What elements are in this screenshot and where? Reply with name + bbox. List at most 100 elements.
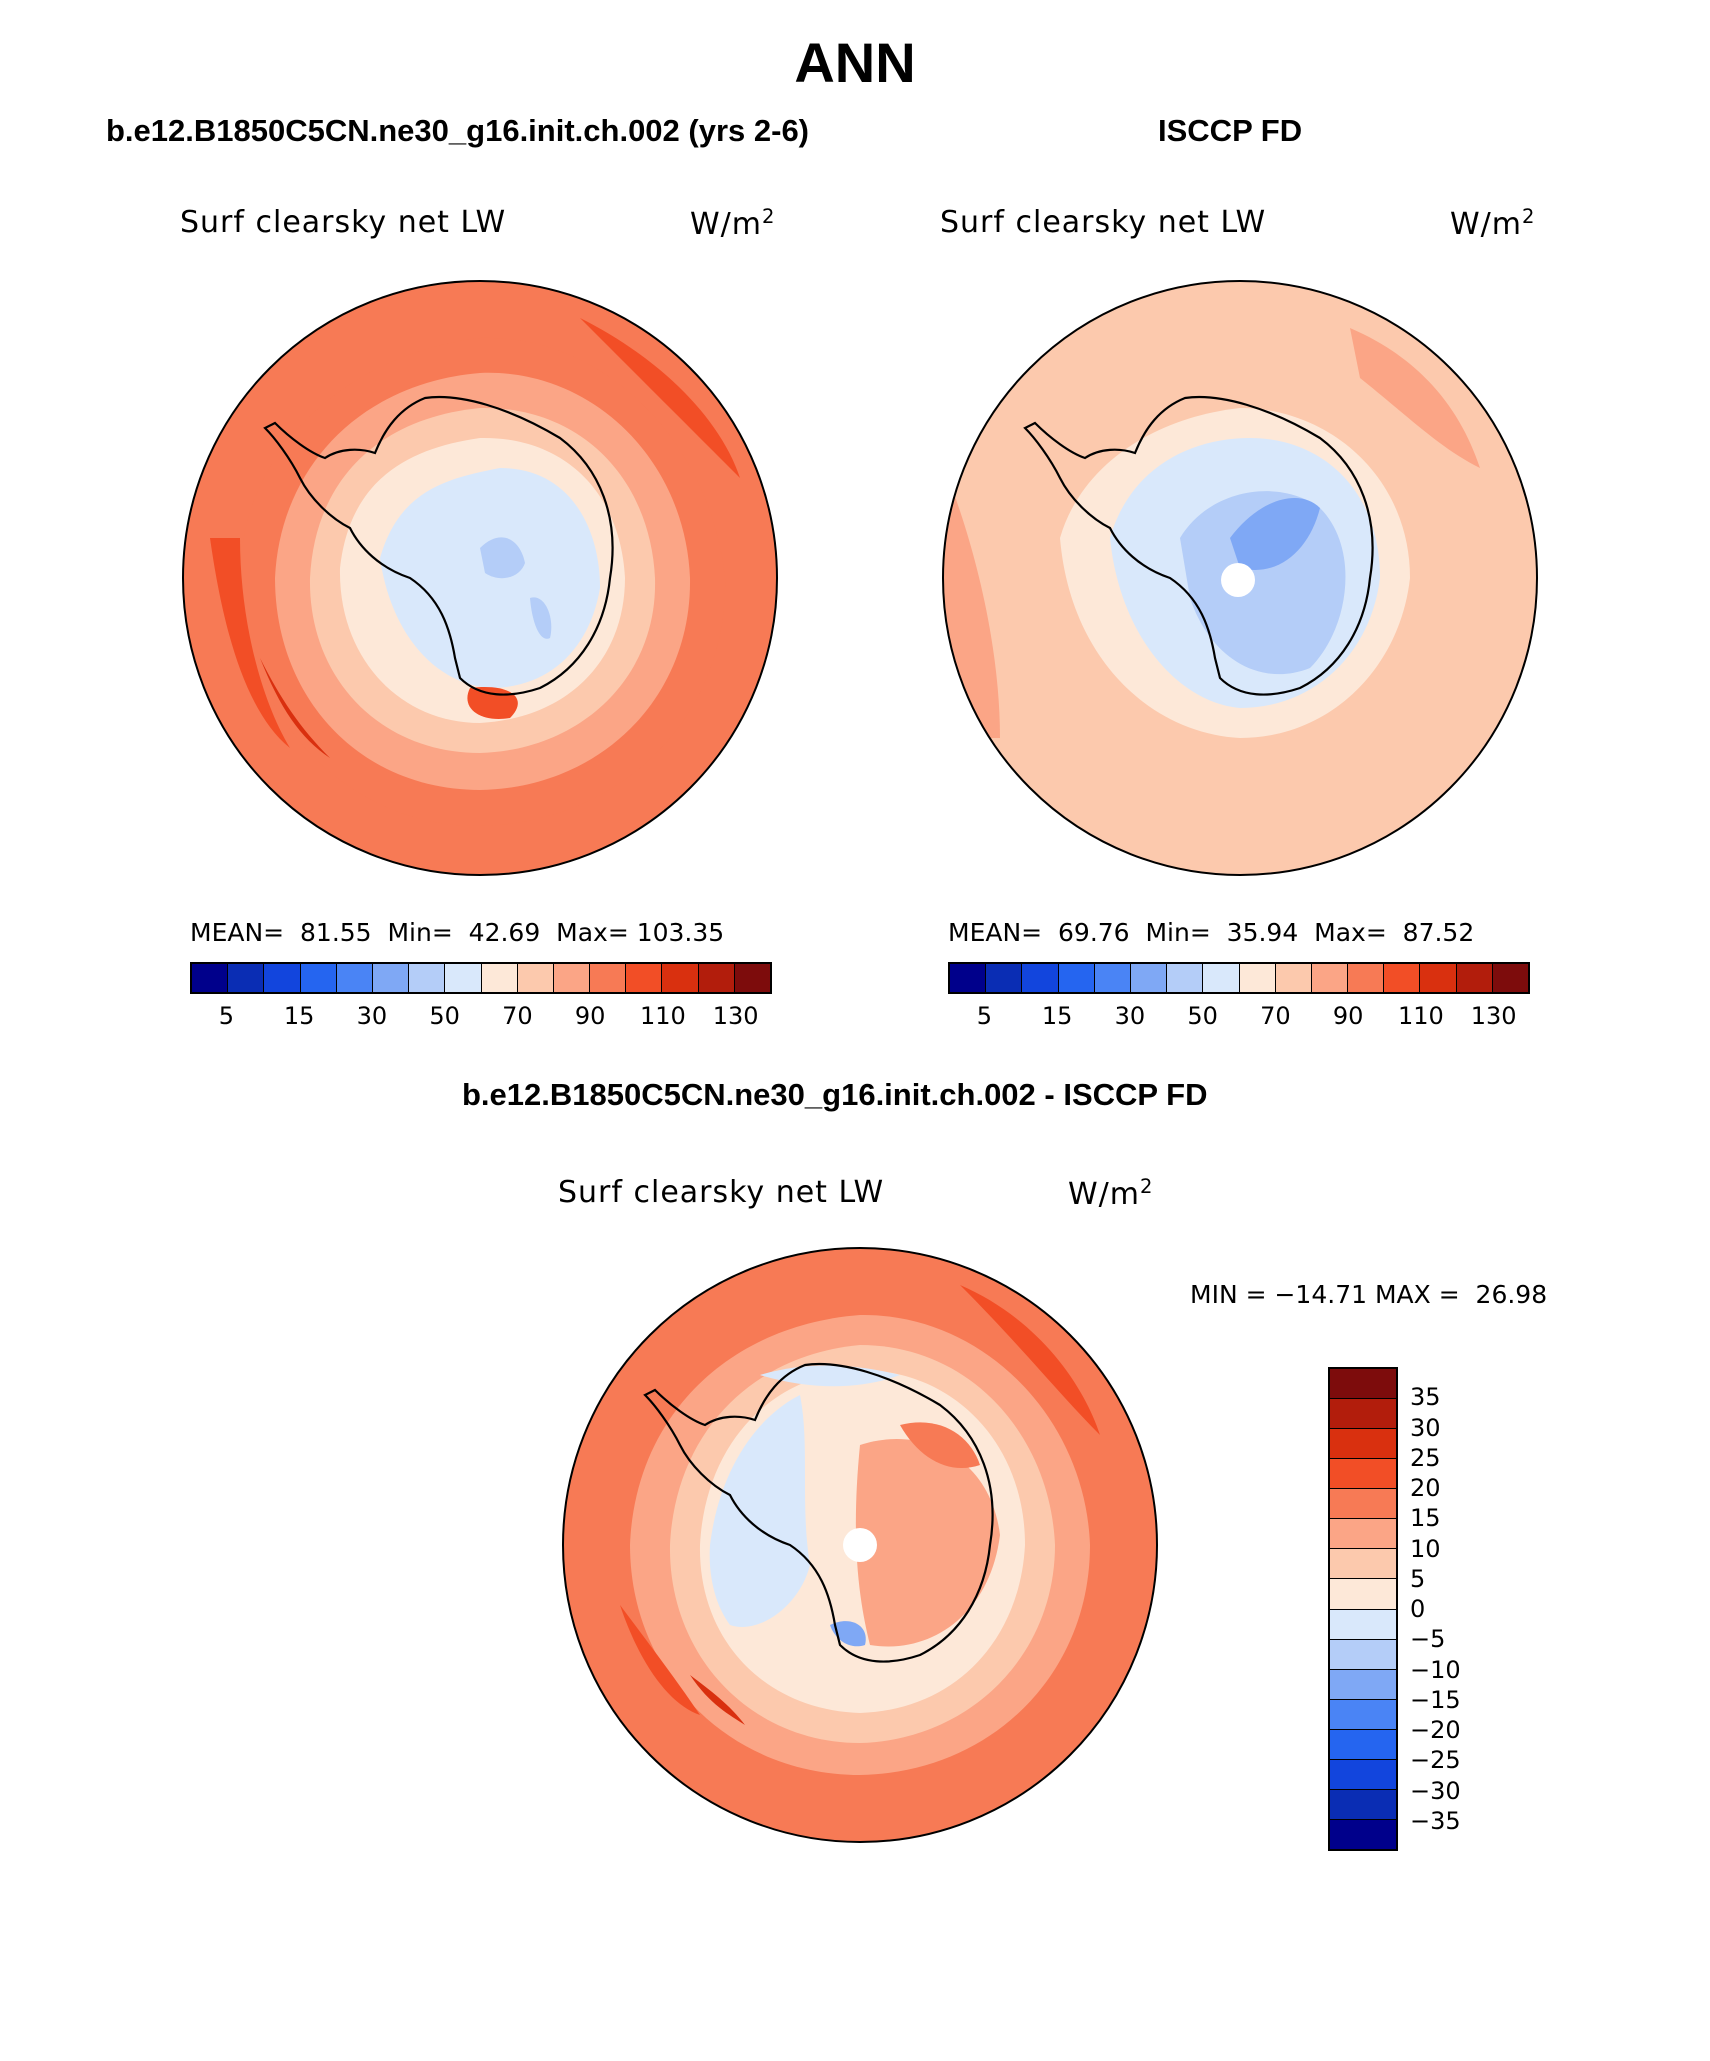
diff-colorbar-cell [1330,1699,1396,1730]
obs-colorbar-cell [1058,964,1095,992]
diff-colorbar-cell [1330,1549,1396,1580]
diff-polar-map [562,1247,1158,1843]
model-colorbar-cell [228,964,265,992]
obs-units-label: W/m2 [1450,205,1536,242]
model-colorbar-cell [264,964,301,992]
obs-colorbar-cell [1456,964,1493,992]
diff-colorbar-tick-label: −5 [1410,1625,1446,1654]
diff-colorbar [1328,1367,1398,1851]
model-variable-label: Surf clearsky net LW [180,205,507,240]
diff-colorbar-tick-label: 30 [1410,1413,1441,1442]
model-colorbar-cell [481,964,518,992]
diff-colorbar-cell [1330,1669,1396,1700]
diff-colorbar-tick-label: −10 [1410,1655,1461,1684]
model-colorbar-cell [662,964,699,992]
diff-colorbar-tick-label: 25 [1410,1443,1441,1472]
diff-stats: MIN = −14.71 MAX = 26.98 [1190,1280,1548,1309]
obs-stats: MEAN= 69.76 Min= 35.94 Max= 87.52 [948,918,1475,947]
obs-colorbar-cell [1203,964,1240,992]
obs-colorbar-cell [1348,964,1385,992]
diff-colorbar-cell [1330,1639,1396,1670]
diff-variable-label: Surf clearsky net LW [558,1175,885,1210]
diff-colorbar-tick-label: 35 [1410,1383,1441,1412]
model-colorbar-tick-label: 5 [218,1002,235,1030]
obs-variable-label: Surf clearsky net LW [940,205,1267,240]
obs-colorbar-tick-label: 30 [1114,1002,1146,1030]
obs-colorbar-cell [1275,964,1312,992]
model-stats: MEAN= 81.55 Min= 42.69 Max= 103.35 [190,918,725,947]
model-colorbar-tick-label: 110 [639,1002,686,1030]
diff-colorbar-cell [1330,1609,1396,1640]
model-colorbar-tick-label: 15 [283,1002,315,1030]
obs-colorbar-cell [950,964,987,992]
model-colorbar-tick-label: 50 [429,1002,460,1030]
model-units-label: W/m2 [690,205,776,242]
model-colorbar-cell [517,964,554,992]
obs-colorbar-cell [1492,964,1528,992]
model-colorbar-cell [698,964,735,992]
diff-colorbar-ticks: 35 30 25 20 15 10 5 0 −5 −10 −15 −20 −25 −30 −35 [1410,1367,1530,1851]
obs-colorbar-tick-label: 90 [1332,1002,1364,1030]
obs-colorbar-tick-label: 50 [1187,1002,1218,1030]
diff-colorbar-tick-label: 0 [1410,1595,1426,1623]
diff-units-label: W/m2 [1068,1175,1154,1212]
obs-colorbar-cell [1239,964,1276,992]
model-colorbar-cell [336,964,373,992]
model-colorbar-tick-label: 70 [502,1002,533,1030]
diff-colorbar-tick-label: −15 [1410,1685,1461,1714]
diff-colorbar-cell [1330,1489,1396,1520]
diff-panel-header: b.e12.B1850C5CN.ne30_g16.init.ch.002 - I… [462,1077,1208,1112]
diff-colorbar-cell [1330,1789,1396,1820]
diff-colorbar-cell [1330,1729,1396,1760]
diff-colorbar-tick-label: −25 [1410,1746,1461,1775]
obs-colorbar-cell [1094,964,1131,992]
diff-colorbar-cell [1330,1429,1396,1460]
obs-colorbar-ticks: 5 15 30 50 70 90 110 130 [948,1002,1530,1034]
obs-colorbar-cell [1311,964,1349,992]
obs-colorbar-cell [986,964,1023,992]
diff-colorbar-tick-label: 20 [1410,1474,1441,1502]
model-colorbar-cell [590,964,627,992]
model-colorbar-ticks: 5 15 30 50 70 90 110 130 [190,1002,772,1034]
figure-title: ANN [794,31,916,94]
diff-colorbar-cell [1330,1369,1396,1400]
diff-colorbar-cell [1330,1519,1396,1550]
diff-colorbar-tick-label: −30 [1410,1776,1461,1805]
model-colorbar-tick-label: 30 [356,1002,388,1030]
obs-colorbar-tick-label: 5 [976,1002,993,1030]
model-colorbar-tick-label: 130 [712,1002,759,1030]
model-colorbar-cell [409,964,446,992]
model-panel-header: b.e12.B1850C5CN.ne30_g16.init.ch.002 (yr… [106,113,810,148]
diff-colorbar-tick-label: −35 [1410,1806,1461,1835]
obs-colorbar-cell [1384,964,1421,992]
model-colorbar-cell [734,964,770,992]
obs-colorbar-cell [1420,964,1457,992]
model-colorbar-cell [372,964,410,992]
obs-colorbar [948,962,1530,994]
diff-colorbar-tick-label: 10 [1410,1534,1441,1563]
diff-colorbar-cell [1330,1759,1396,1790]
diff-colorbar-cell [1330,1579,1396,1610]
obs-colorbar-cell [1130,964,1168,992]
diff-colorbar-cell [1330,1399,1396,1430]
model-colorbar [190,962,772,994]
model-polar-map [182,280,778,876]
obs-colorbar-tick-label: 110 [1397,1002,1444,1030]
obs-polar-map [942,280,1538,876]
obs-panel-header: ISCCP FD [1158,113,1303,148]
diff-colorbar-tick-label: 5 [1410,1564,1426,1593]
model-colorbar-cell [626,964,663,992]
diff-colorbar-tick-label: 15 [1410,1504,1441,1533]
model-colorbar-cell [192,964,229,992]
model-colorbar-cell [300,964,337,992]
model-colorbar-cell [553,964,591,992]
obs-colorbar-cell [1022,964,1059,992]
obs-colorbar-tick-label: 130 [1470,1002,1517,1030]
model-colorbar-cell [445,964,482,992]
obs-colorbar-tick-label: 70 [1260,1002,1291,1030]
diff-colorbar-cell [1330,1819,1396,1849]
obs-colorbar-tick-label: 15 [1041,1002,1073,1030]
diff-colorbar-tick-label: −20 [1410,1716,1461,1744]
obs-colorbar-cell [1167,964,1204,992]
model-colorbar-tick-label: 90 [574,1002,606,1030]
